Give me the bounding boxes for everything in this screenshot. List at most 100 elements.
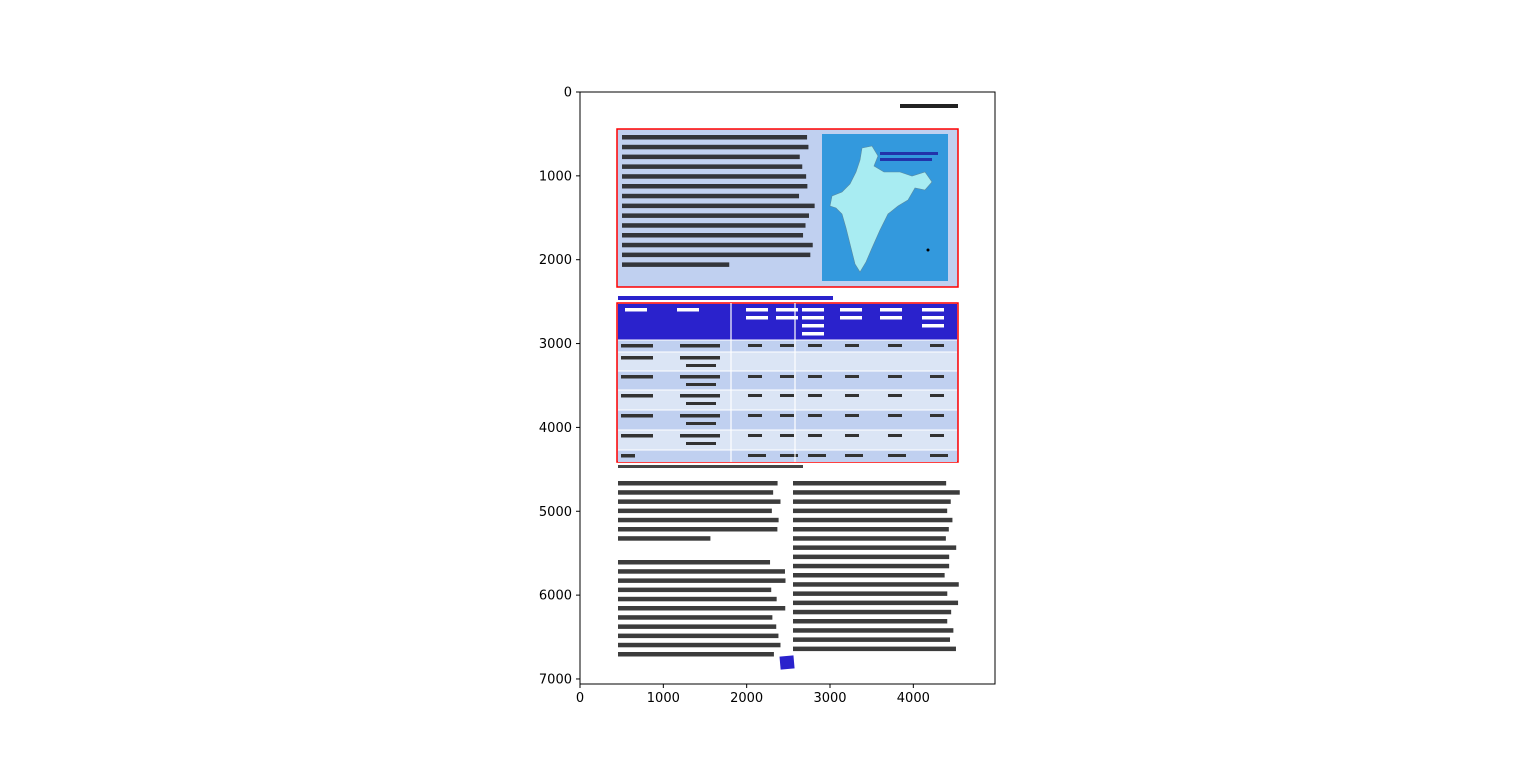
table-cell <box>888 394 902 397</box>
table-cell <box>845 434 859 437</box>
body-text-line <box>793 573 945 578</box>
body-text-line <box>793 646 956 652</box>
table-cell <box>808 394 822 397</box>
table-cell <box>845 344 859 347</box>
table-cell <box>621 434 653 438</box>
body-text-line <box>793 582 959 587</box>
table-footnote <box>618 465 803 468</box>
table-cell <box>780 434 794 437</box>
intro-text-line <box>622 154 800 160</box>
intro-text-line <box>622 213 809 218</box>
table-cell <box>686 442 716 445</box>
y-tick-label: 4000 <box>539 421 572 436</box>
body-text-line <box>618 578 786 583</box>
body-text-line <box>618 527 778 532</box>
body-text-line <box>618 569 785 574</box>
table-header-label <box>802 324 824 328</box>
table-cell <box>845 394 859 397</box>
table-header-label <box>922 316 944 320</box>
table-row <box>618 352 957 371</box>
table-cell <box>808 344 822 347</box>
table-cell <box>888 434 902 437</box>
body-text-line <box>618 615 773 620</box>
map-marker <box>926 248 930 252</box>
table-cell <box>888 414 902 417</box>
table-cell <box>888 454 906 457</box>
table-cell <box>808 375 822 378</box>
body-text-line <box>618 633 779 639</box>
y-tick-label: 1000 <box>539 169 572 184</box>
body-text-line <box>793 628 954 633</box>
table-cell <box>780 394 794 397</box>
table-cell <box>621 356 653 360</box>
y-tick-label: 5000 <box>539 505 572 520</box>
table-cell <box>686 364 716 367</box>
table-cell <box>930 434 944 437</box>
body-text-line <box>618 499 781 504</box>
body-text-line <box>618 517 779 523</box>
table-row <box>618 410 957 430</box>
table-header-label <box>880 316 902 320</box>
body-text-line <box>793 527 949 532</box>
intro-text-line <box>622 174 807 179</box>
table-cell <box>780 344 794 347</box>
table-cell <box>845 414 859 417</box>
body-text-line <box>793 517 953 523</box>
intro-text-line <box>622 203 815 209</box>
table-cell <box>680 356 720 360</box>
body-text-line <box>618 624 777 629</box>
table-cell <box>680 434 720 438</box>
table-cell <box>748 414 762 417</box>
table-header-label <box>802 308 824 312</box>
body-text-line <box>618 642 781 648</box>
table-cell <box>888 375 902 378</box>
table-header-label <box>880 308 902 312</box>
table-cell <box>748 394 762 397</box>
x-tick-label: 4000 <box>897 691 930 706</box>
table-row <box>618 430 957 450</box>
table-header-label <box>840 308 862 312</box>
body-text-line <box>793 499 951 504</box>
table-header-label <box>922 324 944 328</box>
body-text-line <box>793 600 959 606</box>
intro-text-line <box>622 223 806 228</box>
page-header-text <box>900 104 958 108</box>
body-text-line <box>793 619 948 624</box>
axes-frame <box>579 91 996 685</box>
table-header-label <box>802 316 824 320</box>
table-cell <box>808 414 822 417</box>
body-text-line <box>618 536 711 541</box>
y-tick-label: 3000 <box>539 337 572 352</box>
y-tick-label: 2000 <box>539 253 572 268</box>
table-cell <box>748 375 762 378</box>
y-tick-label: 6000 <box>539 589 572 604</box>
intro-text-line <box>622 184 808 189</box>
table-cell <box>680 375 720 379</box>
map-legend-text <box>880 152 938 155</box>
table-cell <box>780 414 794 417</box>
table-cell <box>808 454 826 457</box>
intro-text-line <box>622 233 804 238</box>
intro-text-line <box>622 242 813 248</box>
body-text-line <box>618 508 772 514</box>
intro-text-line <box>622 193 800 199</box>
table-cell <box>780 375 794 378</box>
body-text-line <box>793 591 948 596</box>
table-cell <box>748 344 762 347</box>
body-text-line <box>618 490 774 495</box>
body-text-line <box>618 587 772 593</box>
body-text-line <box>618 652 774 657</box>
body-text-line <box>793 637 951 642</box>
table-cell <box>808 434 822 437</box>
table-header-label <box>776 316 798 320</box>
table-header-label <box>840 316 862 320</box>
map-legend-text <box>880 158 932 161</box>
body-text-line <box>793 481 947 486</box>
table-cell <box>780 454 798 457</box>
x-tick-label: 0 <box>576 691 584 706</box>
body-text-line <box>618 481 778 486</box>
table-cell <box>680 344 720 348</box>
table-header-label <box>625 308 647 312</box>
intro-text-line <box>622 144 809 150</box>
